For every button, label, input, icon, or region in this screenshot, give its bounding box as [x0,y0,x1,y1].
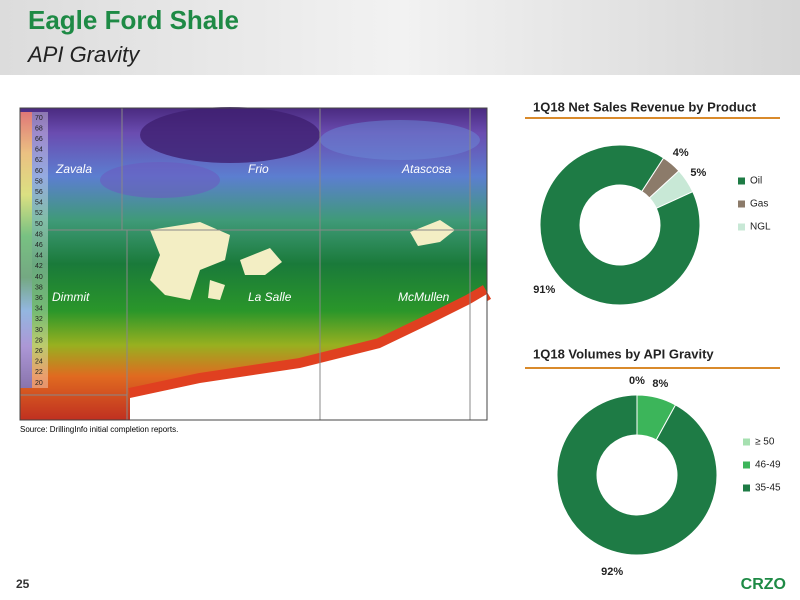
data-label: 4% [673,147,689,159]
county-label: Atascosa [401,162,452,176]
data-label: 0% [629,375,645,387]
legend-swatch [743,438,750,446]
scale-label: 62 [35,157,43,164]
data-label: 92% [601,566,623,578]
scale-label: 48 [35,231,43,238]
scale-label: 58 [35,178,43,185]
scale-label: 50 [35,221,43,228]
donut-slice [556,394,718,556]
legend-swatch [743,461,750,469]
scale-label: 38 [35,284,43,291]
legend-label: Oil [750,176,762,187]
map-frame [19,107,488,421]
scale-label: 70 [35,115,43,122]
scale-label: 32 [35,316,43,323]
scale-label: 20 [35,380,43,387]
scale-label: 68 [35,125,43,132]
legend-swatch [738,223,745,231]
legend-label: 46-49 [755,460,781,471]
chart-title: 1Q18 Volumes by API Gravity [533,346,714,361]
scale-label: 22 [35,369,43,376]
county-label: Zavala [55,162,92,176]
legend-swatch [738,177,745,185]
county-label: Frio [248,162,269,176]
scale-label: 54 [35,200,43,207]
data-label: 91% [533,284,555,296]
scale-label: 30 [35,327,43,334]
title: Eagle Ford Shale [28,5,239,35]
chart-title: 1Q18 Net Sales Revenue by Product [533,99,757,114]
data-label: 8% [652,378,668,390]
brand: CRZO [741,576,786,593]
scale-backdrop [20,112,48,388]
heat-blob [100,162,220,198]
scale-label: 24 [35,359,43,366]
legend-label: Gas [750,199,768,210]
scale-label: 44 [35,253,43,260]
scale-label: 34 [35,306,43,313]
source-note: Source: DrillingInfo initial completion … [20,425,178,434]
county-lines [20,108,487,420]
legend-swatch [743,484,750,492]
color-scale [20,112,32,388]
scale-label: 52 [35,210,43,217]
legend-label: ≥ 50 [755,437,775,448]
legend-swatch [738,200,745,208]
scale-label: 26 [35,348,43,355]
heat-blob [320,120,480,160]
map [19,107,492,421]
scale-label: 56 [35,189,43,196]
scale-label: 60 [35,168,43,175]
heat-blob [140,107,320,163]
data-label: 5% [690,167,706,179]
scale-label: 42 [35,263,43,270]
county-label: Dimmit [52,290,90,304]
donut-slice [539,144,701,306]
outside-area [130,294,487,420]
scale-label: 64 [35,147,43,154]
scale-label: 40 [35,274,43,281]
subtitle: API Gravity [26,42,141,67]
wells [150,220,455,300]
page-number: 25 [16,577,30,591]
scale-label: 28 [35,337,43,344]
scale-label: 36 [35,295,43,302]
county-label: McMullen [398,290,450,304]
county-label: La Salle [248,290,292,304]
scale-label: 66 [35,136,43,143]
header-band [0,0,800,75]
legend-label: 35-45 [755,483,781,494]
legend-label: NGL [750,222,771,233]
scale-label: 46 [35,242,43,249]
